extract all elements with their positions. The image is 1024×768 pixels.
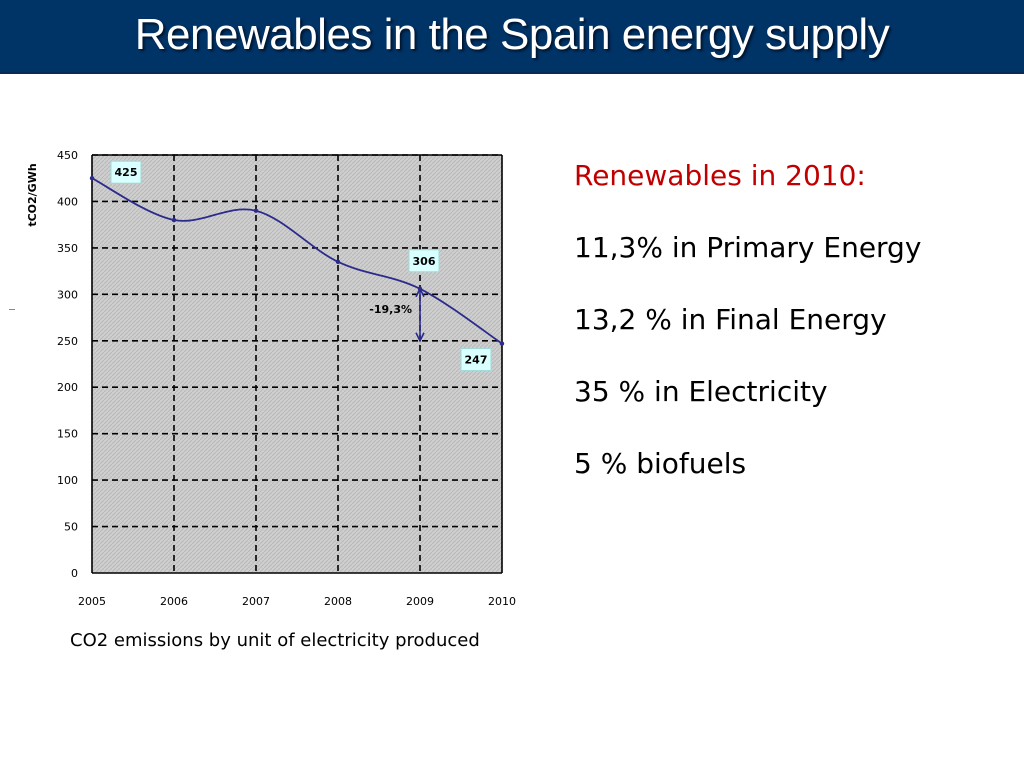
- summary-item-final-energy: 13,2 % in Final Energy: [574, 303, 887, 336]
- emissions-chart: 0 50 100 150 200 250 300 350 400 450 2005 2006 2007 2…: [0, 140, 540, 620]
- series-layer: [89, 176, 505, 346]
- drop-arrow-tail: [415, 286, 425, 298]
- grid-layer: [91, 154, 503, 574]
- y-tick-label: 100: [57, 474, 78, 487]
- annotation-layer: 425 306 247 -19,3%: [110, 160, 492, 372]
- y-tick-label: 450: [57, 149, 78, 162]
- x-tick-label: 2005: [78, 595, 106, 608]
- x-tick-label: 2010: [488, 595, 516, 608]
- y-tick-label: 0: [71, 567, 78, 580]
- renewables-summary: Renewables in 2010: 11,3% in Primary Ene…: [574, 150, 1014, 510]
- value-label-box: [110, 160, 142, 184]
- data-point: [253, 208, 259, 213]
- value-label: 247: [465, 354, 488, 367]
- y-tick-label: 150: [57, 428, 78, 441]
- value-label: 425: [115, 166, 138, 179]
- y-tick-label: 300: [57, 288, 78, 301]
- value-label-box: [460, 348, 492, 372]
- value-label: 306: [413, 255, 436, 268]
- y-tick-label: 400: [57, 195, 78, 208]
- x-tick-label: 2006: [160, 595, 188, 608]
- drop-arrow-head: [415, 332, 425, 343]
- x-tick-label: 2007: [242, 595, 270, 608]
- series-line: [91, 177, 503, 345]
- y-axis-label: tCO2/GWh: [26, 163, 39, 226]
- summary-heading: Renewables in 2010:: [574, 159, 866, 192]
- value-label-box: [408, 249, 440, 273]
- percent-change-label: -19,3%: [369, 303, 412, 316]
- y-tick-label: 250: [57, 335, 78, 348]
- data-point: [89, 176, 95, 181]
- data-point: [499, 341, 505, 346]
- chart-svg: 0 50 100 150 200 250 300 350 400 450 2005 2006 2007 2…: [26, 149, 516, 608]
- x-tick-label: 2009: [406, 595, 434, 608]
- chart-caption: CO2 emissions by unit of electricity pro…: [70, 630, 480, 651]
- slide-title: Renewables in the Spain energy supply: [134, 10, 890, 59]
- stray-dash: [9, 309, 15, 310]
- data-point: [335, 259, 341, 265]
- y-tick-label: 50: [64, 521, 78, 534]
- axis-layer: 0 50 100 150 200 250 300 350 400 450 2005 2006 2007 2…: [26, 149, 516, 608]
- summary-item-primary-energy: 11,3% in Primary Energy: [574, 231, 922, 264]
- data-point: [171, 217, 177, 223]
- plot-area: [92, 155, 502, 573]
- summary-item-biofuels: 5 % biofuels: [574, 447, 747, 480]
- title-bar: Renewables in the Spain energy supply: [0, 0, 1024, 74]
- x-tick-label: 2008: [324, 595, 352, 608]
- y-tick-label: 350: [57, 242, 78, 255]
- y-tick-label: 200: [57, 381, 78, 394]
- summary-item-electricity: 35 % in Electricity: [574, 375, 828, 408]
